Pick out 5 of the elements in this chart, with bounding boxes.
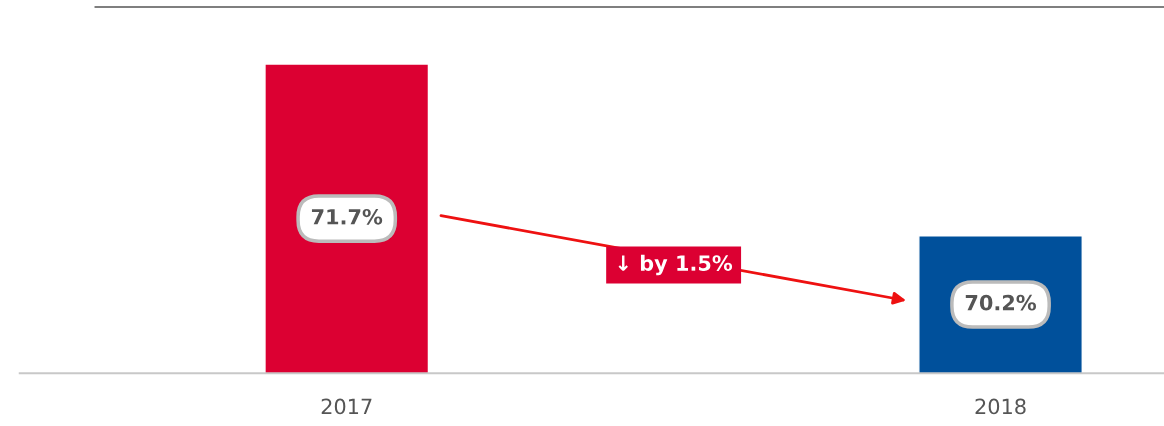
- annotation: ↓ by 1.5%: [618, 254, 733, 276]
- x-tick-label: 2018: [975, 398, 1026, 415]
- data-label: 71.7%: [311, 208, 383, 225]
- data-label: 70.2%: [965, 294, 1037, 311]
- x-tick-label: 2017: [321, 398, 372, 415]
